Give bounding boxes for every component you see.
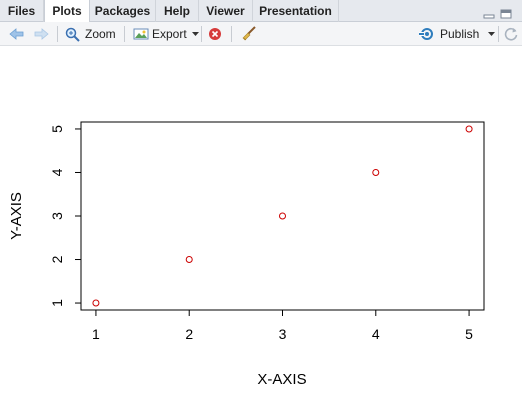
plots-toolbar: Zoom Export Publish: [0, 22, 522, 46]
tab-plots[interactable]: Plots: [44, 0, 90, 23]
export-label: Export: [152, 27, 187, 41]
plot-viewer: 1 2 3 4 5 1 2 3 4 5 X-AXIS Y-AXIS: [0, 46, 522, 404]
zoom-button[interactable]: Zoom: [65, 22, 116, 46]
tab-viewer[interactable]: Viewer: [199, 0, 253, 22]
chevron-down-icon: [488, 31, 496, 37]
y-axis-label: Y-AXIS: [8, 192, 25, 240]
x-tick-label: 3: [279, 326, 287, 342]
refresh-button[interactable]: [504, 22, 518, 46]
x-tick-label: 1: [92, 326, 100, 342]
data-point: [465, 125, 473, 133]
x-tick-label: 2: [185, 326, 193, 342]
plot-box: [80, 121, 485, 311]
pane-tab-bar: Files Plots Packages Help Viewer Present…: [0, 0, 522, 23]
clear-all-plots-button[interactable]: [241, 22, 257, 46]
publish-icon: [419, 27, 435, 41]
maximize-icon[interactable]: [500, 6, 512, 19]
tab-help[interactable]: Help: [156, 0, 199, 22]
refresh-icon: [504, 27, 518, 41]
y-tick-label: 5: [49, 125, 65, 133]
data-point: [372, 168, 380, 176]
chevron-down-icon: [191, 31, 199, 37]
y-tick-label: 3: [49, 212, 65, 220]
broom-icon: [241, 26, 257, 42]
y-tick-label: 4: [49, 168, 65, 176]
x-axis-label: X-AXIS: [257, 371, 306, 388]
y-tick-label: 1: [49, 299, 65, 307]
minimize-icon[interactable]: [483, 6, 495, 19]
tab-presentation[interactable]: Presentation: [253, 0, 339, 22]
export-image-icon: [133, 27, 149, 41]
tab-files[interactable]: Files: [0, 0, 44, 22]
forward-arrow-icon[interactable]: [34, 22, 50, 46]
publish-label: Publish: [440, 27, 480, 41]
scatter-plot: 1 2 3 4 5 1 2 3 4 5 X-AXIS Y-AXIS: [8, 121, 485, 388]
x-tick-label: 5: [465, 326, 473, 342]
data-point: [279, 212, 286, 220]
x-tick-label: 4: [372, 326, 380, 342]
remove-plot-button[interactable]: [208, 22, 222, 46]
data-point: [185, 256, 193, 264]
data-point: [92, 299, 100, 307]
remove-plot-icon: [208, 27, 222, 41]
zoom-label: Zoom: [85, 27, 116, 41]
publish-button[interactable]: Publish: [419, 22, 496, 46]
export-button[interactable]: Export: [133, 22, 199, 46]
zoom-icon: [65, 27, 80, 42]
back-arrow-icon[interactable]: [8, 22, 24, 46]
tab-packages[interactable]: Packages: [90, 0, 156, 22]
y-tick-label: 2: [49, 255, 65, 263]
